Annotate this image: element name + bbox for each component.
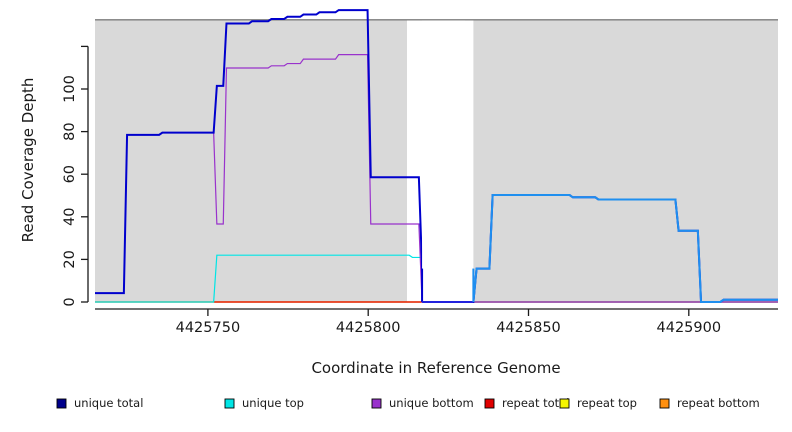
y-axis-title: Read Coverage Depth — [19, 78, 37, 243]
legend-label-2: unique bottom — [389, 396, 474, 410]
y-tick-label-0: 0 — [62, 297, 78, 306]
legend-swatch-4 — [559, 398, 570, 409]
x-tick-label-0: 4425750 — [176, 320, 241, 336]
legend-item-repeat-top[interactable]: repeat top — [559, 396, 637, 410]
legend-item-repeat-bottom[interactable]: repeat bottom — [659, 396, 760, 410]
y-axis — [81, 45, 89, 303]
y-tick-label-20: 20 — [62, 250, 78, 268]
legend-swatch-2 — [371, 398, 382, 409]
x-axis-title: Coordinate in Reference Genome — [311, 359, 560, 377]
legend-swatch-5 — [659, 398, 670, 409]
x-tick-label-1: 4425800 — [336, 320, 401, 336]
legend-swatch-3 — [484, 398, 495, 409]
legend-item-repeat-total[interactable]: repeat total — [484, 396, 569, 410]
y-tick-label-60: 60 — [62, 165, 78, 183]
y-tick-label-100: 100 — [62, 75, 78, 103]
gap-mask — [422, 20, 474, 302]
y-tick-label-40: 40 — [62, 208, 78, 226]
series-line-unique-total-right — [472, 194, 778, 303]
y-tick-label-80: 80 — [62, 122, 78, 140]
legend-item-unique-total[interactable]: unique total — [56, 396, 143, 410]
legend-label-0: unique total — [74, 396, 143, 410]
x-tick-labels: 4425750 4425800 4425850 4425900 — [176, 320, 721, 336]
legend-label-3: repeat total — [502, 396, 569, 410]
chart-legend: unique total unique top unique bottom repea… — [56, 396, 760, 410]
legend-label-1: unique top — [242, 396, 304, 410]
legend-label-5: repeat bottom — [677, 396, 760, 410]
legend-swatch-1 — [224, 398, 235, 409]
legend-label-4: repeat top — [577, 396, 637, 410]
legend-swatch-0 — [56, 398, 67, 409]
legend-item-unique-top[interactable]: unique top — [224, 396, 304, 410]
legend-item-unique-bottom[interactable]: unique bottom — [371, 396, 474, 410]
x-tick-label-3: 4425900 — [657, 320, 722, 336]
x-tick-label-2: 4425850 — [496, 320, 561, 336]
x-axis — [95, 308, 778, 316]
plot-panel-top-border — [95, 19, 778, 21]
y-tick-labels: 0 20 40 60 80 100 — [62, 75, 78, 306]
series-layer — [95, 9, 778, 303]
